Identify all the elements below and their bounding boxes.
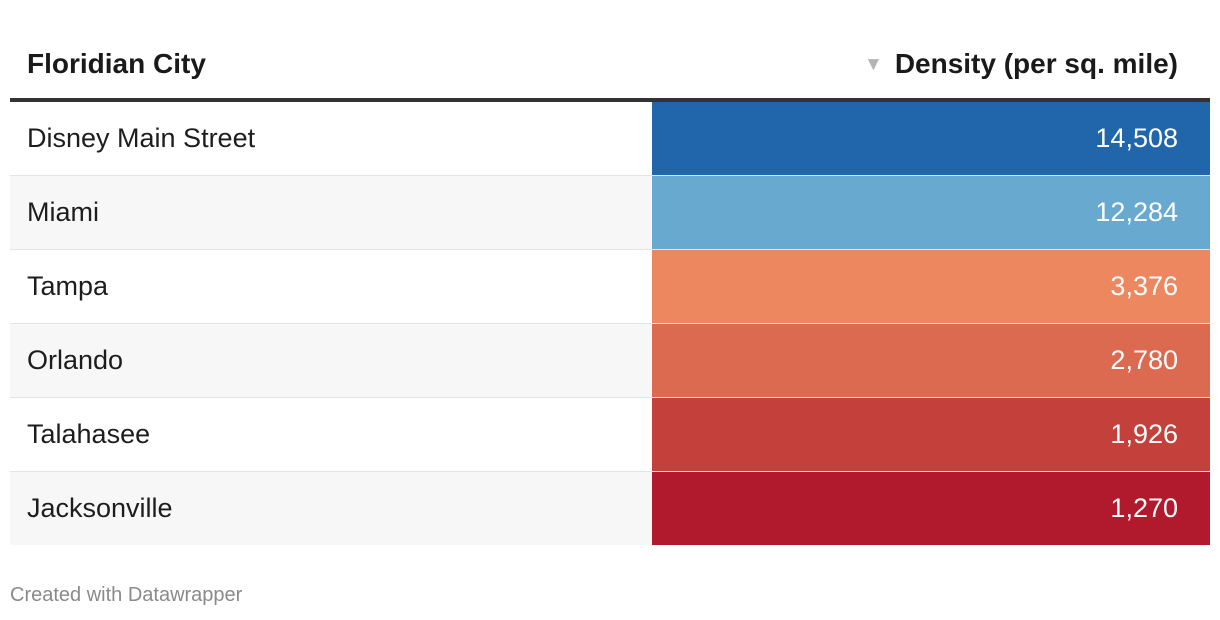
table-body: Disney Main Street 14,508 Miami 12,284 Tampa… — [10, 102, 1210, 545]
header-city[interactable]: Floridian City — [27, 48, 206, 79]
sort-descending-icon[interactable]: ▼ — [864, 54, 883, 75]
density-cell: 1,270 — [652, 472, 1210, 545]
city-cell: Disney Main Street — [27, 123, 256, 153]
table-row: Disney Main Street 14,508 — [10, 102, 1210, 176]
table-row: Talahasee 1,926 — [10, 398, 1210, 472]
density-cell: 14,508 — [652, 102, 1210, 175]
city-cell: Tampa — [27, 271, 109, 301]
header-density[interactable]: ▼ Density (per sq. mile) — [652, 48, 1210, 80]
data-table: Floridian City ▼ Density (per sq. mile) D… — [10, 30, 1210, 545]
city-cell: Jacksonville — [27, 493, 173, 523]
table-row: Orlando 2,780 — [10, 324, 1210, 398]
city-cell: Orlando — [27, 345, 124, 375]
density-cell: 1,926 — [652, 398, 1210, 471]
table-header: Floridian City ▼ Density (per sq. mile) — [10, 30, 1210, 102]
density-cell: 12,284 — [652, 176, 1210, 249]
footer-credit: Created with Datawrapper — [10, 584, 243, 606]
table-row: Jacksonville 1,270 — [10, 472, 1210, 545]
table-row: Miami 12,284 — [10, 176, 1210, 250]
density-cell: 3,376 — [652, 250, 1210, 323]
city-cell: Miami — [27, 197, 99, 227]
table-row: Tampa 3,376 — [10, 250, 1210, 324]
header-density-label: Density (per sq. mile) — [894, 48, 1178, 79]
density-cell: 2,780 — [652, 324, 1210, 397]
city-cell: Talahasee — [27, 419, 151, 449]
